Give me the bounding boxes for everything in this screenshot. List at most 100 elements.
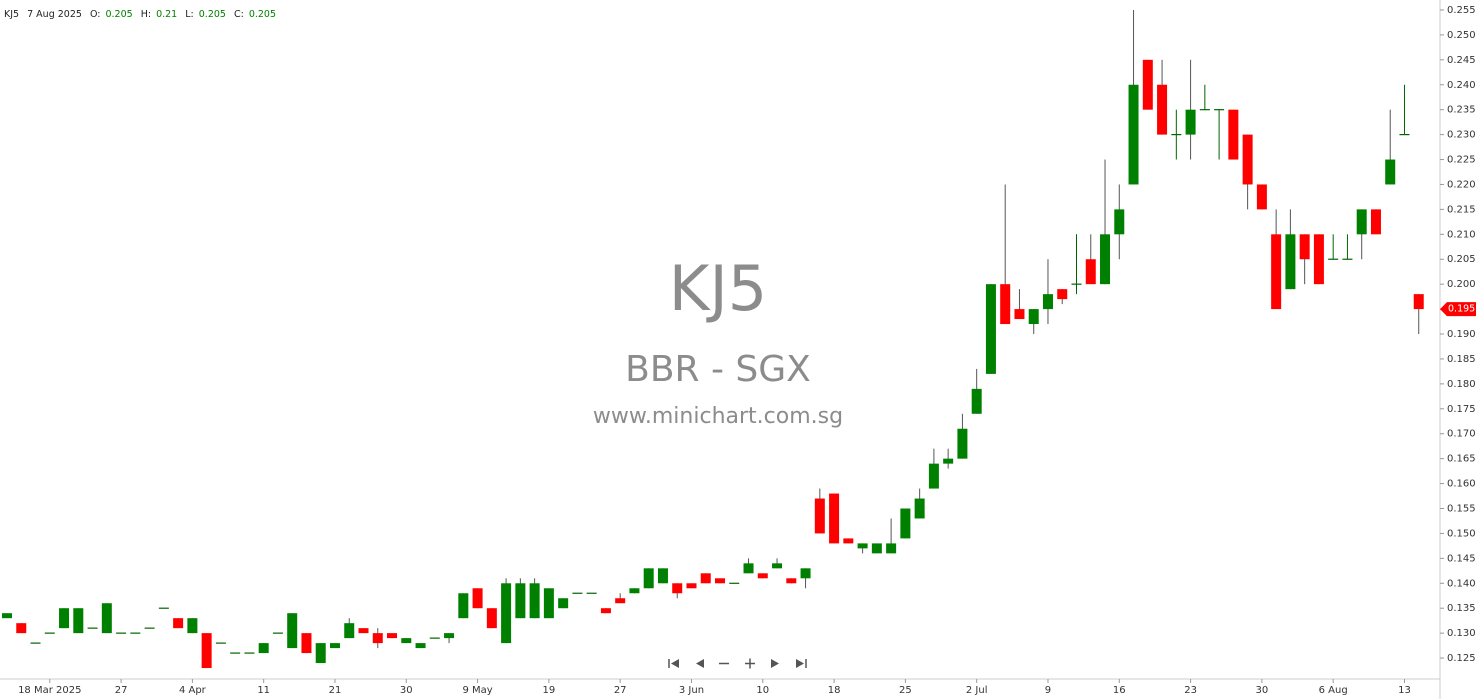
candle-body (743, 563, 754, 574)
last-price-label: 0.195 (1448, 304, 1475, 315)
candle-body (800, 568, 811, 579)
candle-body (629, 588, 640, 594)
nav-next[interactable] (771, 659, 779, 668)
y-tick-label: 0.165 (1447, 454, 1476, 465)
candle-body (287, 613, 298, 649)
candle-body (871, 543, 882, 554)
y-tick-label: 0.220 (1447, 179, 1476, 190)
candle-body (1057, 289, 1068, 300)
candle-body (715, 578, 725, 584)
candle-body (358, 628, 369, 634)
x-tick-label: 27 (614, 685, 627, 696)
y-tick-label: 0.245 (1447, 55, 1476, 66)
candle-body (1128, 84, 1139, 185)
candle-body (1370, 209, 1381, 235)
candle-body (772, 563, 783, 569)
x-tick-label: 27 (115, 685, 128, 696)
x-tick-label: 19 (543, 685, 556, 696)
x-tick-label: 23 (1184, 685, 1197, 696)
candle-body (301, 633, 312, 654)
candle-body (1085, 259, 1096, 285)
candle-body (315, 643, 326, 664)
y-tick-label: 0.255 (1447, 5, 1476, 16)
nav-zoom-in[interactable] (745, 658, 755, 669)
candle-body (857, 543, 868, 549)
y-tick-label: 0.235 (1447, 105, 1476, 116)
candle-body (900, 508, 911, 539)
x-tick-label: 13 (1398, 685, 1411, 696)
candle-body (1042, 294, 1053, 310)
watermark-exchange: BBR - SGX (625, 349, 811, 390)
candle-body (672, 583, 683, 594)
candle-body (1385, 159, 1396, 185)
candle-body (59, 608, 70, 629)
candle-body (1313, 234, 1324, 285)
x-tick-label: 3 Jun (679, 685, 704, 696)
candle-body (472, 588, 483, 609)
candle-body (914, 498, 925, 519)
x-tick-label: 18 Mar 2025 (18, 685, 81, 696)
candle-body (615, 598, 626, 604)
y-tick-label: 0.205 (1447, 254, 1476, 265)
candle-body (515, 583, 526, 619)
candle-body (558, 598, 569, 609)
candle-body (657, 568, 668, 584)
candle-body (444, 633, 455, 639)
candle-body (1356, 209, 1367, 235)
candle-body (829, 493, 840, 544)
x-tick-label: 10 (756, 685, 769, 696)
candle-body (1157, 84, 1168, 135)
candle-body (985, 284, 996, 374)
last-price-marker (1440, 302, 1476, 317)
candle-body (501, 583, 512, 644)
ohlc-header: KJ5 7 Aug 2025 O: 0.205 H: 0.21 L: 0.205 C:… (4, 9, 281, 20)
candle-body (1000, 284, 1011, 325)
candle-body (344, 623, 355, 639)
candle-body (73, 608, 84, 634)
date: 7 Aug 2025 (27, 9, 82, 20)
candle-body (2, 613, 12, 619)
ohlc-label: H: (140, 9, 152, 20)
y-tick-label: 0.180 (1447, 379, 1476, 390)
x-tick-label: 2 Jul (966, 685, 988, 696)
candle-body (1185, 109, 1196, 135)
watermark-symbol: KJ5 (669, 252, 767, 325)
nav-prev[interactable] (696, 659, 704, 668)
candle-body (643, 568, 654, 589)
y-tick-label: 0.250 (1447, 30, 1476, 41)
x-tick-label: 30 (400, 685, 413, 696)
candle-body (458, 593, 469, 619)
candle-body (258, 643, 269, 654)
ohlc-value: 0.21 (156, 9, 178, 20)
candle-body (757, 573, 768, 579)
x-tick-label: 21 (329, 685, 342, 696)
y-tick-label: 0.240 (1447, 80, 1476, 91)
candle-body (16, 623, 27, 634)
candle-body (843, 538, 854, 544)
x-tick-label: 18 (828, 685, 841, 696)
nav-first[interactable] (668, 659, 679, 668)
y-tick-label: 0.155 (1447, 504, 1476, 515)
candle-body (814, 498, 825, 534)
candle-body (1114, 209, 1125, 235)
navigation-controls[interactable] (668, 658, 807, 669)
candle-body (415, 643, 426, 649)
candle-body (543, 588, 554, 619)
x-tick-label: 25 (899, 685, 912, 696)
y-tick-label: 0.145 (1447, 553, 1476, 564)
x-tick-label: 9 May (462, 685, 492, 696)
candle-body (686, 583, 697, 589)
candle-body (786, 578, 797, 584)
ohlc-label: C: (233, 9, 244, 20)
candle-body (700, 573, 711, 584)
candle-body (201, 633, 212, 669)
nav-last[interactable] (796, 659, 807, 668)
candle-body (1242, 134, 1253, 185)
x-tick-label: 6 Aug (1319, 685, 1348, 696)
candle-body (173, 618, 184, 629)
x-tick-label: 9 (1045, 685, 1051, 696)
candle-body (101, 603, 112, 634)
ohlc-value: 0.205 (105, 9, 133, 20)
ohlc-value: 0.205 (248, 9, 277, 20)
candle-body (1228, 109, 1239, 160)
